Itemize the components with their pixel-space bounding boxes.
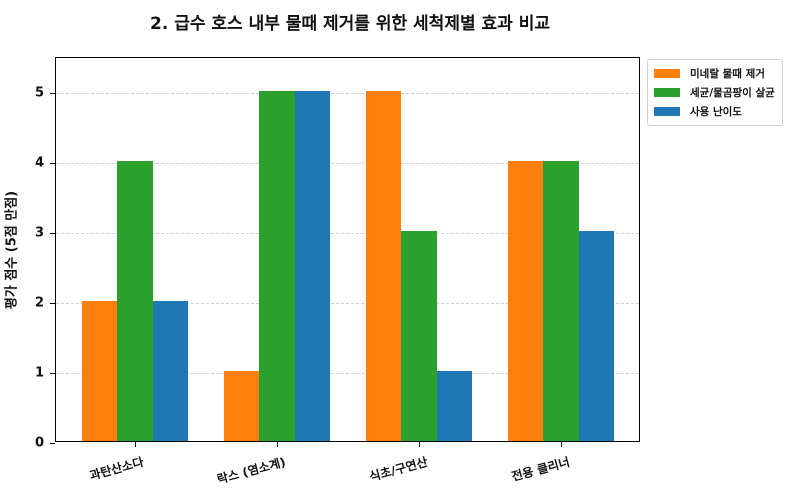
bar-3-3 bbox=[436, 371, 473, 441]
y-tick-label: 2 bbox=[34, 295, 44, 311]
y-tick bbox=[50, 163, 55, 164]
legend-label: 사용 난이도 bbox=[690, 106, 742, 118]
bar-4-2 bbox=[543, 161, 579, 441]
gridline bbox=[56, 233, 639, 234]
y-tick-label: 4 bbox=[34, 155, 44, 171]
x-tick-label: 락스 (염소계) bbox=[215, 454, 288, 487]
plot-area: 0 1 2 3 4 5 과탄산소다 락스 (염소계) 식초/구연산 전용 클리너 bbox=[35, 57, 640, 487]
chart-title: 2. 급수 호스 내부 물때 제거를 위한 세척제별 효과 비교 bbox=[150, 14, 550, 34]
x-tick-label: 식초/구연산 bbox=[367, 454, 430, 484]
x-tick-label: 과탄산소다 bbox=[88, 454, 146, 483]
bar-4-1 bbox=[507, 161, 544, 441]
legend-label: 미네랄 물때 제거 bbox=[690, 68, 765, 80]
gridline bbox=[56, 163, 639, 164]
y-tick bbox=[50, 373, 55, 374]
bar-4-3 bbox=[578, 231, 615, 441]
y-tick-label: 3 bbox=[34, 225, 44, 241]
gridline bbox=[56, 373, 639, 374]
legend-item: 사용 난이도 bbox=[654, 102, 776, 121]
bar-2-2 bbox=[259, 91, 295, 441]
y-tick bbox=[50, 303, 55, 304]
bar-2-1 bbox=[223, 371, 260, 441]
gridline bbox=[56, 93, 639, 94]
x-tick-label: 전용 클리너 bbox=[510, 454, 572, 484]
y-tick-label: 1 bbox=[34, 365, 44, 381]
gridline bbox=[56, 303, 639, 304]
y-tick bbox=[50, 233, 55, 234]
legend-swatch bbox=[654, 69, 680, 78]
legend-swatch bbox=[654, 88, 680, 97]
bar-1-1 bbox=[81, 301, 118, 441]
y-tick bbox=[50, 93, 55, 94]
legend-item: 미네랄 물때 제거 bbox=[654, 64, 776, 83]
bar-3-2 bbox=[401, 231, 437, 441]
bar-3-1 bbox=[365, 91, 402, 441]
y-tick-label: 0 bbox=[34, 435, 44, 451]
y-tick bbox=[50, 443, 55, 444]
legend-label: 세균/물곰팡이 살균 bbox=[690, 87, 775, 99]
bar-1-2 bbox=[117, 161, 153, 441]
legend-item: 세균/물곰팡이 살균 bbox=[654, 83, 776, 102]
y-tick-label: 5 bbox=[34, 85, 44, 101]
x-tick bbox=[135, 442, 136, 447]
x-tick bbox=[277, 442, 278, 447]
y-axis-label: 평가 점수 (5점 만점) bbox=[4, 190, 20, 310]
x-tick bbox=[561, 442, 562, 447]
x-tick bbox=[419, 442, 420, 447]
bar-1-3 bbox=[152, 301, 189, 441]
bar-2-3 bbox=[294, 91, 331, 441]
legend-swatch bbox=[654, 107, 680, 116]
